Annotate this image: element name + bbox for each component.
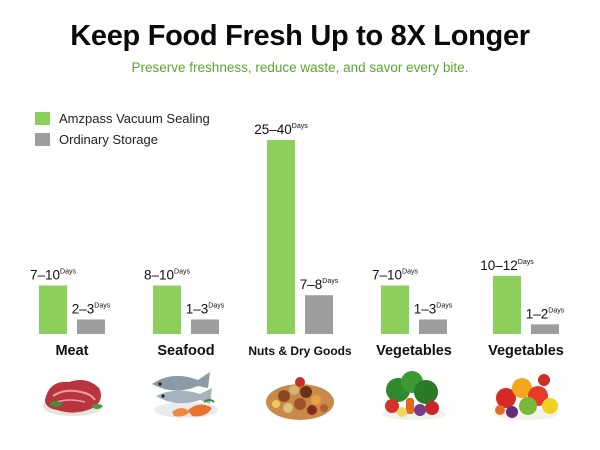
- page-subtitle: Preserve freshness, reduce waste, and sa…: [131, 60, 469, 75]
- bar-sealed-vegetables-4: [493, 275, 521, 334]
- fruits-icon: [494, 374, 558, 420]
- bar-sealed-vegetables-3: [381, 285, 409, 334]
- page-title: Keep Food Fresh Up to 8X Longer: [70, 20, 530, 52]
- label-ordinary-vegetables-3: 1–3Days: [414, 301, 453, 316]
- category-label-vegetables-3: Vegetables: [376, 343, 452, 359]
- vegetables-icon: [382, 371, 446, 420]
- category-label-vegetables-4: Vegetables: [488, 343, 564, 359]
- category-label-seafood-1: Seafood: [157, 343, 214, 359]
- category-label-nuts-dry-goods-2: Nuts & Dry Goods: [248, 344, 352, 358]
- meat-icon: [43, 380, 103, 416]
- label-sealed-nuts-dry-goods-2: 25–40Days: [254, 122, 308, 137]
- label-sealed-seafood-1: 8–10Days: [144, 268, 190, 283]
- legend-swatch-sealed: [35, 112, 50, 125]
- bar-ordinary-nuts-dry-goods-2: [305, 295, 333, 334]
- bar-sealed-nuts-dry-goods-2: [267, 140, 295, 334]
- label-ordinary-nuts-dry-goods-2: 7–8Days: [300, 277, 339, 292]
- label-ordinary-meat-0: 2–3Days: [72, 301, 111, 316]
- seafood-icon: [152, 372, 218, 418]
- bar-ordinary-vegetables-3: [419, 319, 447, 334]
- category-label-meat-0: Meat: [55, 343, 88, 359]
- label-sealed-vegetables-3: 7–10Days: [372, 268, 418, 283]
- bar-sealed-seafood-1: [153, 285, 181, 334]
- chart-legend: Amzpass Vacuum Sealing Ordinary Storage: [35, 108, 210, 150]
- label-sealed-meat-0: 7–10Days: [30, 268, 76, 283]
- legend-item-sealed: Amzpass Vacuum Sealing: [35, 108, 210, 129]
- nuts-icon: [266, 377, 334, 420]
- legend-label-ordinary: Ordinary Storage: [59, 132, 158, 147]
- label-ordinary-vegetables-4: 1–2Days: [526, 306, 565, 321]
- label-sealed-vegetables-4: 10–12Days: [480, 258, 534, 273]
- bar-ordinary-seafood-1: [191, 319, 219, 334]
- legend-label-sealed: Amzpass Vacuum Sealing: [59, 111, 210, 126]
- bar-ordinary-vegetables-4: [531, 324, 559, 334]
- bar-ordinary-meat-0: [77, 319, 105, 334]
- label-ordinary-seafood-1: 1–3Days: [186, 301, 225, 316]
- legend-swatch-ordinary: [35, 133, 50, 146]
- legend-item-ordinary: Ordinary Storage: [35, 129, 210, 150]
- bar-sealed-meat-0: [39, 285, 67, 334]
